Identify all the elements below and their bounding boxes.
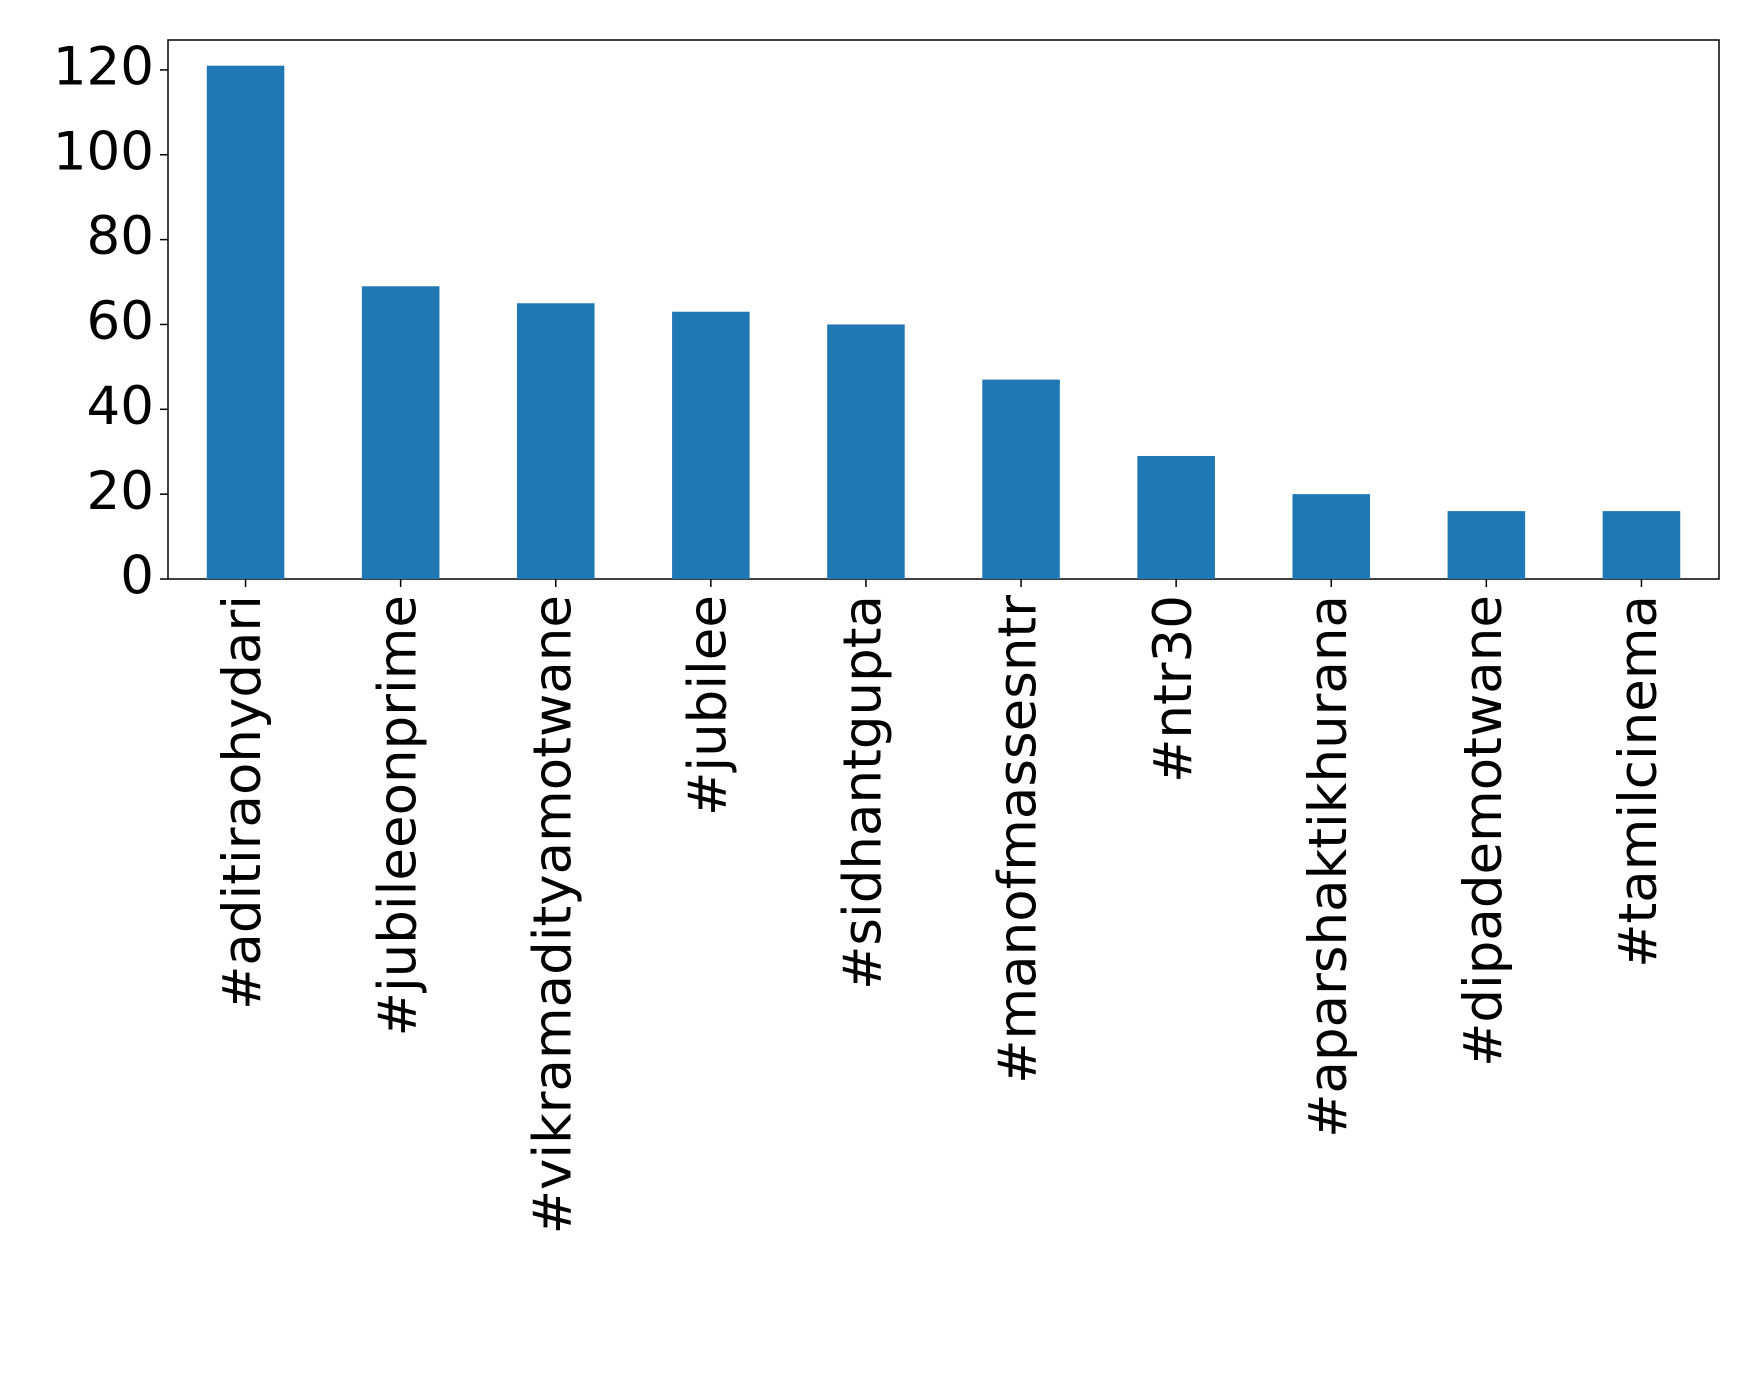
axes-frame xyxy=(167,39,1720,580)
x-tick-label: #aditiraohydari xyxy=(212,595,273,1010)
y-tick-label: 0 xyxy=(120,546,154,607)
bar xyxy=(1292,494,1371,579)
y-tick-label: 80 xyxy=(87,206,154,267)
x-tick-label: #aparshaktikhurana xyxy=(1298,595,1359,1138)
bar xyxy=(1137,455,1215,579)
y-tick-label: 100 xyxy=(53,121,154,182)
bar xyxy=(982,379,1060,579)
x-tick-label: #jubileeonprime xyxy=(367,595,428,1036)
y-tick-label: 40 xyxy=(87,376,154,437)
x-tick-label: #sidhantgupta xyxy=(833,595,894,990)
x-tick-label: #manofmassesntr xyxy=(988,595,1049,1084)
y-tick-label: 120 xyxy=(53,37,154,98)
x-tick-label: #dipademotwane xyxy=(1453,595,1514,1067)
bar xyxy=(361,286,440,579)
x-tick-label: #jubilee xyxy=(677,595,738,816)
bar xyxy=(672,311,750,579)
bar xyxy=(827,324,905,579)
bar xyxy=(1447,511,1526,579)
x-tick-label: #vikramadityamotwane xyxy=(522,595,583,1234)
x-tick-label: #ntr30 xyxy=(1143,595,1204,783)
bar xyxy=(516,303,595,579)
y-tick-label: 60 xyxy=(87,291,154,352)
bar xyxy=(1602,511,1681,579)
x-tick-label: #tamilcinema xyxy=(1608,595,1669,968)
bar xyxy=(206,65,285,579)
y-tick-label: 20 xyxy=(87,461,154,522)
